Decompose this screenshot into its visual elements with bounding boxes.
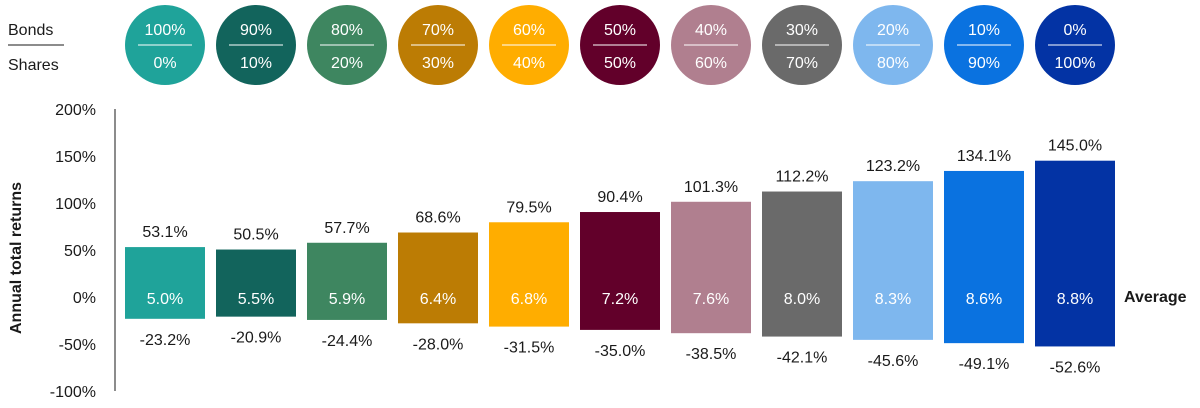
shares-header-label: Shares [8,57,59,74]
shares-percent-label: 30% [422,55,454,72]
max-value-label: 134.1% [957,148,1011,165]
bonds-percent-label: 30% [786,22,818,39]
average-value-label: 5.5% [238,291,274,308]
bar [671,201,751,334]
average-value-label: 7.2% [602,291,638,308]
bars-group: 53.1% -23.2% 5.0% 50.5% -20.9% 5.5% 57.7% -24.4… [125,138,1115,376]
average-value-label: 6.8% [511,291,547,308]
mix-header: Bonds Shares [8,22,64,74]
y-tick-label: 50% [64,243,96,260]
bar [307,242,387,320]
shares-percent-label: 40% [513,55,545,72]
bonds-percent-label: 10% [968,22,1000,39]
bonds-percent-label: 0% [1063,22,1086,39]
bonds-percent-label: 90% [240,22,272,39]
bonds-header-label: Bonds [8,22,53,39]
min-value-label: -31.5% [504,340,555,357]
y-tick-label: -50% [59,337,96,354]
bonds-percent-label: 50% [604,22,636,39]
average-label: Average [1124,289,1187,306]
bar [580,212,660,330]
average-value-label: 5.0% [147,291,183,308]
y-tick-label: 200% [55,102,96,119]
shares-percent-label: 60% [695,55,727,72]
shares-percent-label: 80% [877,55,909,72]
bonds-percent-label: 20% [877,22,909,39]
shares-percent-label: 100% [1055,55,1096,72]
y-tick-label: -100% [50,384,96,401]
min-value-label: -20.9% [231,330,282,347]
min-value-label: -49.1% [959,356,1010,373]
average-value-label: 6.4% [420,291,456,308]
bar [216,249,296,317]
shares-percent-label: 50% [604,55,636,72]
shares-percent-label: 70% [786,55,818,72]
bar [1035,160,1115,347]
bonds-percent-label: 100% [145,22,186,39]
allocation-circles: 100% 0% 90% 10% 80% 20% 70% 30% 60% 40% 50% 50% 40% 6… [125,5,1115,85]
min-value-label: -28.0% [413,336,464,353]
y-tick-label: 100% [55,196,96,213]
average-value-label: 8.8% [1057,291,1093,308]
max-value-label: 68.6% [415,210,460,227]
max-value-label: 123.2% [866,158,920,175]
shares-percent-label: 20% [331,55,363,72]
max-value-label: 50.5% [233,227,278,244]
average-value-label: 8.0% [784,291,820,308]
bar [853,181,933,340]
bonds-percent-label: 70% [422,22,454,39]
max-value-label: 145.0% [1048,138,1102,155]
min-value-label: -45.6% [868,353,919,370]
shares-percent-label: 90% [968,55,1000,72]
min-value-label: -35.0% [595,343,646,360]
y-axis: Annual total returns 200% 150% 100% 50% 0% -5… [8,102,116,401]
bar [398,232,478,324]
bonds-percent-label: 60% [513,22,545,39]
y-tick-label: 150% [55,149,96,166]
bar [125,247,205,319]
bar [762,191,842,337]
max-value-label: 53.1% [142,224,187,241]
bonds-percent-label: 40% [695,22,727,39]
average-value-label: 5.9% [329,291,365,308]
max-value-label: 112.2% [775,169,828,186]
bar [489,222,569,327]
bar [944,170,1024,344]
shares-percent-label: 10% [240,55,272,72]
min-value-label: -38.5% [686,346,737,363]
min-value-label: -23.2% [140,332,191,349]
average-value-label: 8.3% [875,291,911,308]
shares-percent-label: 0% [153,55,176,72]
min-value-label: -24.4% [322,333,373,350]
average-value-label: 8.6% [966,291,1002,308]
max-value-label: 57.7% [324,220,369,237]
max-value-label: 90.4% [597,189,642,206]
max-value-label: 79.5% [506,199,551,216]
average-value-label: 7.6% [693,291,729,308]
min-value-label: -42.1% [777,350,828,367]
min-value-label: -52.6% [1050,359,1101,376]
max-value-label: 101.3% [684,179,738,196]
y-axis-label: Annual total returns [8,182,25,334]
y-tick-label: 0% [73,290,96,307]
bonds-percent-label: 80% [331,22,363,39]
